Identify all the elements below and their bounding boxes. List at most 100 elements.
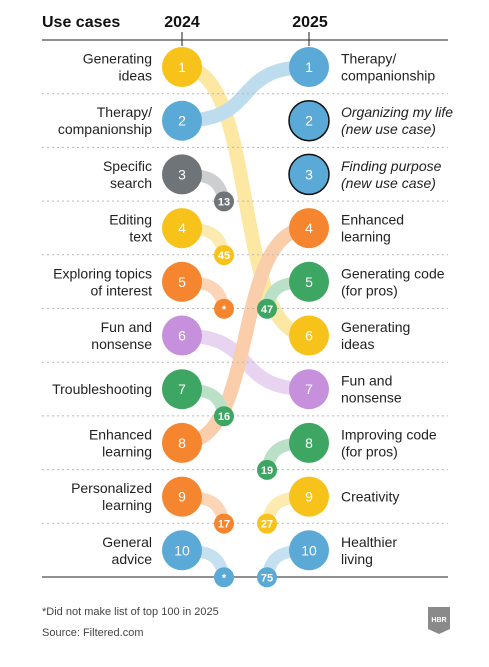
dropout-rank-label: 16 bbox=[218, 411, 230, 423]
left-use-case-label: General advice bbox=[102, 534, 152, 567]
left-use-case-label: Troubleshooting bbox=[52, 381, 152, 397]
left-use-case-label-line: Specific bbox=[103, 158, 152, 174]
right-use-case-label-line: Organizing my life bbox=[341, 104, 453, 120]
left-use-case-label-line: Enhanced bbox=[89, 426, 152, 442]
right-use-case-label: Organizing my life (new use case) bbox=[341, 104, 453, 137]
right-use-case-label: Creativity bbox=[341, 489, 399, 505]
newcomer-rank-label: 27 bbox=[261, 519, 273, 531]
left-rank-number: 8 bbox=[178, 435, 186, 451]
right-use-case-label-line: (for pros) bbox=[341, 443, 398, 459]
footnote: *Did not make list of top 100 in 2025 bbox=[42, 606, 219, 618]
year-2024-header: 2024 bbox=[164, 14, 200, 31]
right-rank-circle bbox=[289, 422, 329, 463]
right-use-case-label-line: Generating code bbox=[341, 265, 445, 281]
left-use-case-label-line: Fun and bbox=[101, 319, 152, 335]
use-cases-header: Use cases bbox=[42, 14, 120, 31]
dropout-marker bbox=[214, 191, 234, 212]
left-use-case-label-line: General bbox=[102, 534, 152, 550]
right-rank-circle bbox=[288, 153, 330, 196]
newcomer-rank-label: 19 bbox=[261, 465, 273, 477]
right-use-case-label-line: Enhanced bbox=[341, 212, 404, 228]
left-use-case-label-line: advice bbox=[112, 551, 153, 567]
year-2025-header: 2025 bbox=[292, 14, 328, 31]
right-rank-number: 5 bbox=[305, 274, 313, 290]
right-use-case-label-line: Finding purpose bbox=[341, 158, 442, 174]
right-use-case-label: Generating ideas bbox=[341, 319, 410, 352]
source-note: Source: Filtered.com bbox=[42, 627, 143, 639]
dropout-marker bbox=[214, 513, 234, 534]
left-use-case-label-line: Troubleshooting bbox=[52, 381, 152, 397]
left-rank-circle bbox=[162, 208, 202, 249]
left-rank-number: 6 bbox=[178, 328, 186, 344]
hbr-logo-shield bbox=[428, 607, 450, 634]
right-use-case-label-line: Fun and bbox=[341, 373, 392, 389]
left-use-case-label-line: companionship bbox=[58, 121, 152, 137]
left-rank-number: 1 bbox=[178, 59, 186, 75]
right-use-case-label-line: Generating bbox=[341, 319, 410, 335]
left-use-case-label-line: ideas bbox=[119, 68, 152, 84]
left-use-case-label-line: Exploring topics bbox=[53, 265, 152, 281]
left-use-case-label-line: learning bbox=[102, 497, 152, 513]
left-use-case-label: Personalized learning bbox=[71, 480, 152, 513]
right-rank-number: 4 bbox=[305, 220, 313, 236]
right-rank-number: 7 bbox=[305, 381, 313, 397]
newcomer-rank-label: 75 bbox=[261, 572, 273, 584]
dropout-marker bbox=[214, 406, 234, 427]
left-use-case-label: Generating ideas bbox=[83, 51, 152, 84]
left-rank-circle bbox=[162, 100, 202, 141]
right-rank-circle bbox=[289, 369, 329, 410]
right-rank-circle bbox=[289, 315, 329, 356]
right-use-case-label: Generating code (for pros) bbox=[341, 265, 445, 298]
right-use-case-label-line: living bbox=[341, 551, 373, 567]
right-use-case-label: Enhanced learning bbox=[341, 212, 404, 245]
dropout-marker bbox=[214, 298, 234, 319]
row-dividers bbox=[42, 32, 448, 578]
left-rank-number: 10 bbox=[174, 542, 190, 558]
left-rank-circle bbox=[162, 476, 202, 517]
nodes-layer bbox=[162, 47, 330, 588]
dropout-rank-label: * bbox=[222, 304, 227, 316]
right-rank-number: 3 bbox=[305, 166, 313, 182]
left-use-case-label: Fun and nonsense bbox=[91, 319, 152, 352]
dropout-marker bbox=[214, 567, 234, 588]
right-use-case-label-line: (for pros) bbox=[341, 282, 398, 298]
right-rank-number: 6 bbox=[305, 328, 313, 344]
connection-line bbox=[175, 221, 316, 450]
right-rank-circle bbox=[289, 530, 329, 571]
left-rank-circle bbox=[162, 422, 202, 463]
left-rank-number: 2 bbox=[178, 113, 186, 129]
newcomer-rank-label: 47 bbox=[261, 304, 273, 316]
left-rank-circle bbox=[162, 369, 202, 410]
connection-line bbox=[175, 60, 316, 128]
right-use-case-label: Improving code (for pros) bbox=[341, 426, 437, 459]
right-rank-circle bbox=[289, 261, 329, 302]
left-use-case-label: Enhanced learning bbox=[89, 426, 152, 459]
left-use-case-label-line: text bbox=[129, 229, 152, 245]
right-use-case-label-line: (new use case) bbox=[341, 175, 436, 191]
dropout-rank-label: * bbox=[222, 572, 227, 584]
right-use-case-label-line: companionship bbox=[341, 68, 435, 84]
left-use-case-label-line: nonsense bbox=[91, 336, 152, 352]
newcomer-marker bbox=[257, 298, 277, 319]
right-use-case-label-line: ideas bbox=[341, 336, 374, 352]
left-use-case-label-line: Generating bbox=[83, 51, 152, 67]
newcomer-marker bbox=[257, 459, 277, 480]
left-use-case-label-line: learning bbox=[102, 443, 152, 459]
right-rank-number: 2 bbox=[305, 113, 313, 129]
right-rank-number: 10 bbox=[301, 542, 317, 558]
left-use-case-label-line: of interest bbox=[91, 282, 153, 298]
left-rank-number: 4 bbox=[178, 220, 186, 236]
right-use-case-label-line: nonsense bbox=[341, 390, 402, 406]
dropout-rank-label: 45 bbox=[218, 250, 230, 262]
right-use-case-label-line: learning bbox=[341, 229, 391, 245]
right-use-case-label-line: Therapy/ bbox=[341, 51, 396, 67]
right-use-case-label: Healthier living bbox=[341, 534, 397, 567]
right-use-case-label-line: Improving code bbox=[341, 426, 437, 442]
hbr-logo: HBR bbox=[428, 607, 450, 634]
left-use-case-label: Therapy/companionship bbox=[58, 104, 152, 137]
left-use-case-label-line: Therapy/ bbox=[97, 104, 152, 120]
left-use-case-label: Exploring topics of interest bbox=[53, 265, 152, 298]
right-rank-number: 8 bbox=[305, 435, 313, 451]
